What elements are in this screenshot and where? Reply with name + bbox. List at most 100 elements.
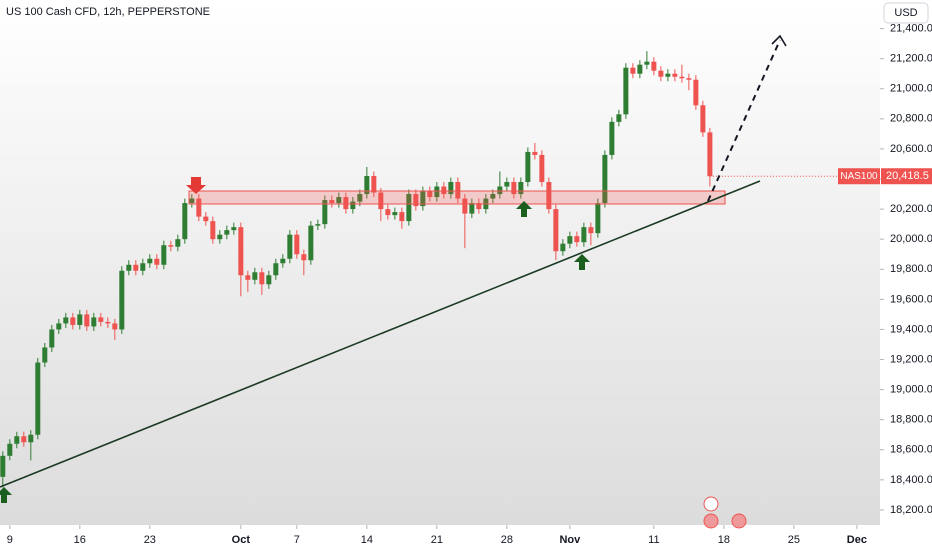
candle-body [707,132,713,177]
candle-body [504,182,510,187]
candle-body [287,234,293,259]
x-tick-label: 28 [501,534,513,546]
candle-body [350,201,356,210]
y-tick-label: 19,200.0 [890,353,932,365]
candle-body [63,317,69,324]
candle-body [322,200,328,225]
candle-body [665,73,671,77]
x-tick-label: 7 [294,534,300,546]
candle-body [609,121,615,155]
candle-body [574,236,580,243]
projection-arrowhead [771,34,787,47]
y-tick-label: 20,600.0 [890,143,932,155]
candle-body [343,197,349,210]
candle-body [154,258,160,265]
candle-body [0,455,6,477]
candle-body [595,203,601,234]
candle-body [56,323,62,330]
event-icon[interactable] [703,496,719,512]
candle-body [658,70,664,77]
projection-line [707,39,781,202]
candle-body [259,272,265,285]
trend-line [0,180,761,488]
candle-body [308,225,314,261]
event-icon[interactable] [731,513,747,529]
candle-body [539,154,545,183]
y-tick-label: 19,600.0 [890,293,932,305]
candle-body [371,176,377,193]
candle-body [378,192,384,210]
candle-body [182,203,188,240]
candle-body [476,203,482,210]
candle-body [14,436,20,444]
candle-body [35,362,41,435]
y-tick-label: 20,200.0 [890,203,932,215]
candle-body [245,275,251,280]
candle-body [49,329,55,348]
candle-body [427,191,433,198]
last-price-tag [881,168,932,185]
candle-body [210,221,216,240]
candle-body [630,67,636,74]
candle-body [448,182,454,195]
candle-body [518,182,524,195]
candle-body [686,78,692,80]
candle-body [140,263,146,271]
up-arrow [516,201,532,217]
candle-body [224,230,230,235]
candle-body [532,151,538,155]
candle-body [21,436,27,443]
last-price-label: 20,418.5 [886,170,929,182]
candle-body [602,154,608,204]
x-tick-label: 11 [648,534,659,546]
candle-body [693,79,699,106]
candle-body [133,264,139,271]
candle-body [28,434,34,443]
y-tick-label: 21,400.0 [890,22,932,34]
candle-body [546,182,552,210]
candle-body [168,245,174,247]
candle-body [588,227,594,234]
candle-body [126,264,132,271]
y-tick-label: 18,600.0 [890,444,932,456]
candle-body [644,61,650,65]
y-tick-label: 21,000.0 [890,83,932,95]
resistance-zone [188,190,726,205]
candle-body [336,197,342,204]
x-tick-label: 18 [718,534,730,546]
currency-button[interactable] [883,2,929,24]
candle-body [420,191,426,207]
event-icon[interactable] [703,513,719,529]
currency-label[interactable]: USD [894,7,917,19]
candle-body [42,347,48,363]
x-tick-label: 25 [788,534,800,546]
candle-body [623,67,629,115]
candle-body [567,236,573,244]
candle-body [119,270,125,330]
candle-body [406,194,412,222]
y-tick-label: 20,800.0 [890,113,932,125]
candle-body [84,314,90,327]
y-tick-label: 19,800.0 [890,263,932,275]
candle-body [553,209,559,252]
candle-body [637,64,643,74]
down-arrow [186,177,206,194]
candle-body [161,245,167,265]
candle-body [77,314,83,325]
up-arrow [0,487,12,503]
x-tick-label: 21 [431,534,443,546]
time-axis [0,525,880,550]
candle-body [280,258,286,264]
candle-body [672,73,678,77]
candle-body [469,203,475,214]
y-tick-label: 18,800.0 [890,414,932,426]
candle-body [203,216,209,222]
candle-body [364,176,370,195]
candle-body [266,275,272,285]
candle-body [357,194,363,202]
candle-body [525,151,531,183]
candle-body [147,258,153,264]
y-tick-label: 21,200.0 [890,53,932,65]
candle-body [189,198,195,204]
